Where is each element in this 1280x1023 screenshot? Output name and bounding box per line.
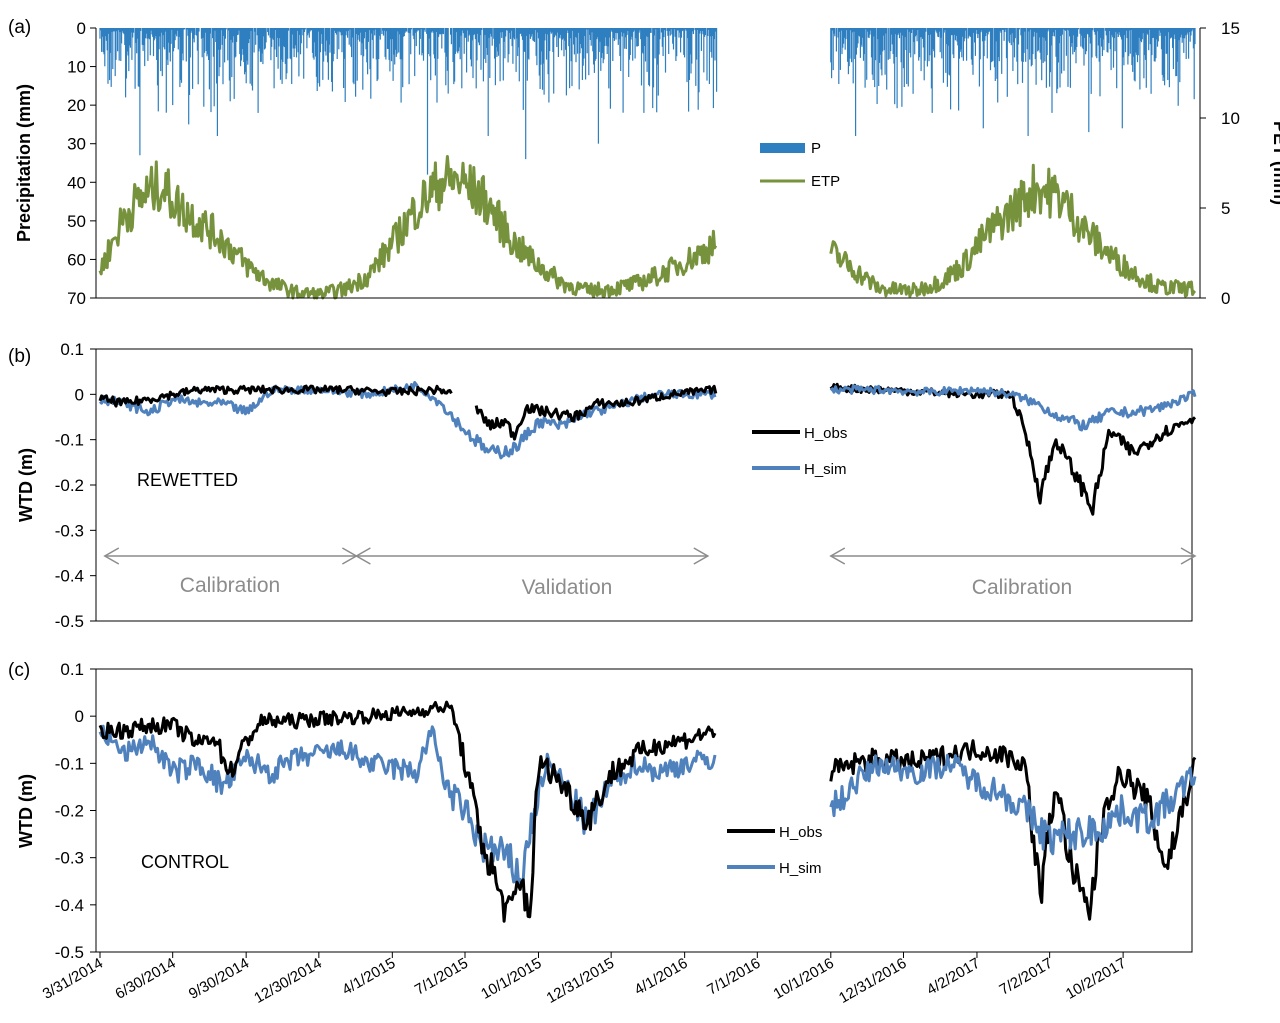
control-site-label: CONTROL: [141, 852, 229, 872]
date-tick-12/30/2014: 12/30/2014: [251, 955, 325, 1007]
wtd-tick--0.2: -0.2: [55, 476, 84, 495]
pet-axis-label: PET (mm): [1270, 121, 1280, 205]
wtd-tick--0.3: -0.3: [55, 521, 84, 540]
panel-c-label: (c): [8, 660, 30, 681]
precipitation-axis-label: Precipitation (mm): [14, 84, 34, 242]
date-tick-10/1/2015: 10/1/2015: [478, 955, 544, 1003]
period-arrow-head-right-1: [693, 547, 710, 565]
date-tick-9/30/2014: 9/30/2014: [186, 955, 252, 1003]
control-h-obs-line: [98, 700, 717, 923]
date-tick-7/2/2017: 7/2/2017: [997, 955, 1056, 999]
panel-c: (c) 0.1 0 -0.1 -0.2 -0.3 -0.4 -0.5 WTD (m) CON…: [8, 660, 1197, 1007]
rewetted-h-obs-line: [98, 384, 453, 408]
legend-b-sim-label: H_sim: [804, 461, 847, 478]
period-arrow-head-left-1: [354, 547, 371, 565]
left-tick-50: 50: [67, 212, 86, 231]
panel-c-ticks: 0.1 0 -0.1 -0.2 -0.3 -0.4 -0.5: [55, 660, 96, 962]
date-tick-7/1/2015: 7/1/2015: [412, 955, 471, 999]
panel-c-legend: H_obs H_sim: [727, 824, 822, 877]
date-tick-10/2/2017: 10/2/2017: [1063, 955, 1129, 1003]
rewetted-site-label: REWETTED: [137, 470, 238, 490]
b-sim-seg-1: [829, 384, 1197, 432]
panel-b-legend: H_obs H_sim: [752, 425, 847, 478]
b-obs-seg-2: [829, 382, 1197, 516]
left-tick-60: 60: [67, 250, 86, 269]
period-label-calibration-2: Calibration: [972, 576, 1072, 599]
wtd-tick-0: 0: [75, 707, 84, 726]
legend-c-sim-label: H_sim: [779, 860, 822, 877]
wtd-tick--0.1: -0.1: [55, 754, 84, 773]
legend-etp-label: ETP: [811, 173, 840, 190]
wtd-tick-0.1: 0.1: [60, 660, 84, 679]
c-obs-seg-1: [829, 739, 1197, 921]
wtd-tick-0.1: 0.1: [60, 340, 84, 359]
date-tick-7/1/2016: 7/1/2016: [704, 955, 763, 999]
panel-b: (b) 0.1 0 -0.1 -0.2 -0.3 -0.4 -0.5 WTD (m) REW…: [8, 340, 1197, 631]
period-arrow-head-right-2: [1180, 547, 1197, 565]
date-tick-4/2/2017: 4/2/2017: [924, 955, 983, 999]
period-arrow-head-left-0: [103, 547, 120, 565]
wtd-tick--0.1: -0.1: [55, 431, 84, 450]
etp-series-line: [98, 155, 718, 300]
right-tick-5: 5: [1221, 199, 1230, 218]
date-tick-4/1/2015: 4/1/2015: [339, 955, 398, 999]
date-tick-10/1/2016: 10/1/2016: [771, 955, 837, 1003]
wtd-tick--0.4: -0.4: [55, 567, 84, 586]
left-tick-20: 20: [67, 96, 86, 115]
panel-b-wtd-axis-label: WTD (m): [16, 448, 36, 522]
b-obs-seg-1: [474, 384, 718, 441]
etp-series-line-2: [829, 163, 1197, 298]
panel-a-legend: P ETP: [760, 140, 840, 190]
panel-a-right-ticks: 0 5 10 15: [1200, 19, 1240, 308]
c-sim-seg-1: [829, 753, 1197, 856]
period-label-calibration-1: Calibration: [180, 574, 280, 597]
left-tick-40: 40: [67, 173, 86, 192]
date-tick-12/31/2015: 12/31/2015: [544, 955, 618, 1007]
date-tick-12/31/2016: 12/31/2016: [836, 955, 910, 1007]
panel-a: (a) 0 10 20 30 40 50 60 70 0 5 10 15 Precipitation…: [8, 17, 1280, 308]
rewetted-h-sim-line: [98, 381, 717, 460]
wtd-tick-0: 0: [75, 385, 84, 404]
panel-a-label: (a): [8, 17, 31, 38]
legend-c-obs-label: H_obs: [779, 824, 822, 841]
legend-b-obs-label: H_obs: [804, 425, 847, 442]
left-tick-30: 30: [67, 135, 86, 154]
date-tick-4/1/2016: 4/1/2016: [632, 955, 691, 999]
wtd-tick--0.5: -0.5: [55, 943, 84, 962]
precipitation-bars: [99, 28, 1196, 175]
left-tick-70: 70: [67, 289, 86, 308]
panel-a-left-ticks: 0 10 20 30 40 50 60 70: [67, 19, 96, 308]
wtd-tick--0.3: -0.3: [55, 849, 84, 868]
period-arrows: [103, 547, 1197, 565]
legend-p-swatch: [760, 143, 805, 153]
panel-b-ticks: 0.1 0 -0.1 -0.2 -0.3 -0.4 -0.5: [55, 340, 96, 631]
wtd-tick--0.5: -0.5: [55, 612, 84, 631]
date-axis-ticks: 3/31/2014 6/30/2014 9/30/2014 12/30/2014 4/1…: [40, 952, 1129, 1007]
wtd-tick--0.4: -0.4: [55, 896, 84, 915]
left-tick-0: 0: [77, 19, 86, 38]
panel-b-label: (b): [8, 346, 31, 367]
period-label-validation: Validation: [522, 576, 613, 599]
date-tick-6/30/2014: 6/30/2014: [112, 955, 178, 1003]
right-tick-15: 15: [1221, 19, 1240, 38]
wtd-tick--0.2: -0.2: [55, 802, 84, 821]
panel-c-wtd-axis-label: WTD (m): [16, 774, 36, 848]
right-tick-10: 10: [1221, 109, 1240, 128]
legend-p-label: P: [811, 140, 821, 157]
left-tick-10: 10: [67, 58, 86, 77]
right-tick-0: 0: [1221, 289, 1230, 308]
period-arrow-head-left-2: [829, 547, 846, 565]
